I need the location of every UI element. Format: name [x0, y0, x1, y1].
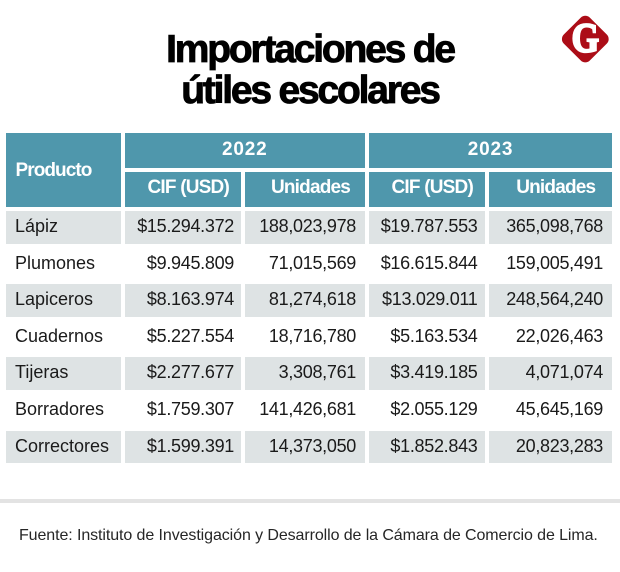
svg-text:G: G	[572, 16, 599, 61]
